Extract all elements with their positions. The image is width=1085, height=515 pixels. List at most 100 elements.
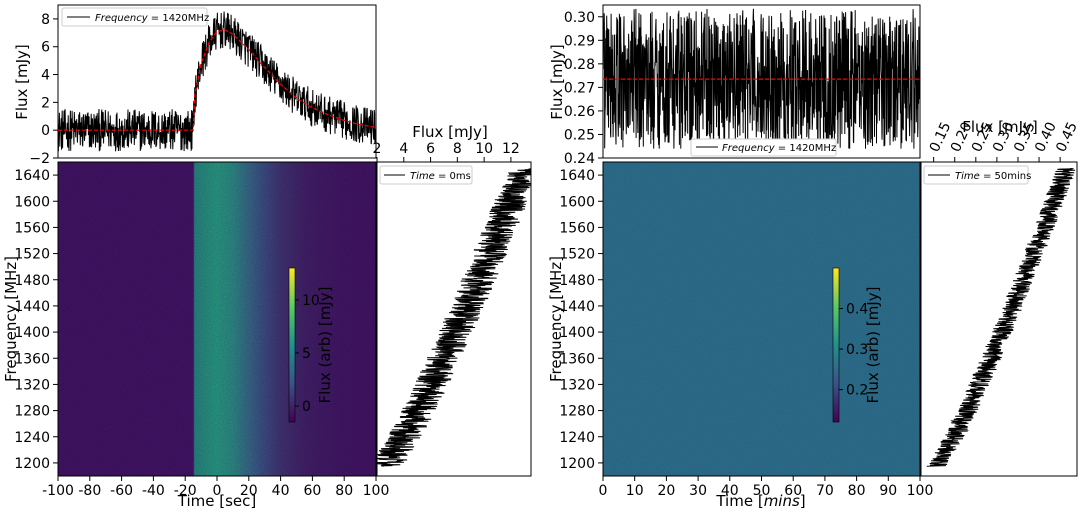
right-top-noisy-series [602, 8, 921, 150]
left-spectrum-xtick-label: 6 [426, 141, 435, 157]
right-heatmap-xtick-label: 100 [907, 483, 934, 499]
right-heatmap-xtick-label: 10 [626, 483, 644, 499]
left-heatmap-ytick-label: 1280 [14, 404, 50, 420]
right-heatmap-xtick-label: 40 [721, 483, 739, 499]
right-heatmap-xtick-label: 90 [879, 483, 897, 499]
right-colorbar-tick-label: 0.3 [846, 342, 868, 358]
right-colorbar-tick-label: 0.4 [846, 302, 868, 318]
right-colorbar: 0.2 0.3 0.4 Flux (arb) [mJy] [832, 267, 882, 423]
right-spectrum-xtick-label: 0.45 [1053, 120, 1081, 155]
left-heatmap-xtick-label: -80 [78, 483, 101, 499]
left-spectrum-legend-var: Time [410, 171, 435, 182]
right-spectrum-legend: Time = 50mins [923, 165, 1031, 185]
right-top-ytick-label: 0.29 [564, 33, 595, 49]
right-top-ytick-label: 0.30 [564, 10, 595, 26]
right-top-ytick-label: 0.28 [564, 57, 595, 73]
left-colorbar-tick-label: 5 [302, 346, 311, 362]
left-colorbar-label: Flux (arb) [mJy] [316, 287, 334, 404]
right-heatmap-ytick-label: 1360 [559, 351, 595, 367]
svg-text:Frequency = 1420MHz: Frequency = 1420MHz [95, 13, 209, 24]
left-spectrum-series [376, 168, 532, 467]
left-heatmap-ytick-label: 1320 [14, 377, 50, 393]
right-heatmap-xtick-label: 30 [689, 483, 707, 499]
right-heatmap-xtick-label: 50 [753, 483, 771, 499]
left-top-panel: −2 0 2 4 6 8 Flux [mJy] Frequency = 1420MHz [13, 4, 377, 167]
left-spectrum-xtick-label: 4 [399, 141, 408, 157]
right-heatmap-xtick-label: 60 [784, 483, 802, 499]
left-heatmap-xtick-label: -40 [142, 483, 165, 499]
svg-text:Time = 50mins: Time = 50mins [955, 171, 1031, 182]
right-heatmap-ytick-label: 1200 [559, 456, 595, 472]
left-top-ytick-label: 4 [41, 68, 50, 84]
left-spectrum-xtick-label: 12 [502, 141, 520, 157]
right-top-ylabel: Flux [mJy] [548, 44, 566, 120]
right-heatmap-ytick-label: 1320 [559, 377, 595, 393]
right-top-ytick-label: 0.26 [564, 104, 595, 120]
right-heatmap-xtick-label: 70 [816, 483, 834, 499]
left-heatmap-ytick-label: 1480 [14, 273, 50, 289]
right-spectrum-xlabel: Flux [mJy] [962, 118, 1038, 136]
right-top-legend: Frequency = 1420MHz [690, 138, 837, 157]
right-heatmap-ytick-label: 1480 [559, 273, 595, 289]
left-top-ytick-label: 2 [41, 95, 50, 111]
right-heatmap-panel: 0 10 20 30 40 50 60 70 80 90 100 1200 1240 1280 1320 1… [547, 161, 934, 510]
left-heatmap-ytick-label: 1360 [14, 351, 50, 367]
svg-text:Time = 0ms: Time = 0ms [410, 171, 471, 182]
left-top-ytick-label: −2 [29, 151, 50, 167]
right-heatmap-xlabel: Time [mins] [715, 492, 805, 510]
left-heatmap-ytick-label: 1400 [14, 325, 50, 341]
right-heatmap-ytick-label: 1400 [559, 325, 595, 341]
left-heatmap-ytick-label: 1600 [14, 194, 50, 210]
right-spectrum-legend-val: = 50mins [980, 171, 1032, 182]
left-heatmap-ytick-label: 1440 [14, 299, 50, 315]
left-heatmap-ytick-label: 1200 [14, 456, 50, 472]
left-heatmap-xtick-label: 100 [363, 483, 390, 499]
left-spectrum-xtick-label: 10 [475, 141, 493, 157]
left-spectrum-legend: Time = 0ms [379, 165, 473, 185]
svg-text:Frequency = 1420MHz: Frequency = 1420MHz [722, 143, 836, 154]
left-top-ylabel: Flux [mJy] [13, 44, 31, 120]
right-top-panel: 0.240.250.260.270.280.290.30 Flux [mJy] … [548, 4, 921, 167]
left-colorbar-tick-label: 0 [302, 399, 311, 415]
right-spectrum-series [926, 168, 1076, 467]
right-heatmap-ytick-label: 1600 [559, 194, 595, 210]
right-spectrum-panel: 0.150.200.250.300.350.400.45 Flux [mJy] … [920, 118, 1081, 477]
left-heatmap-xlabel: Time [sec] [177, 492, 256, 510]
right-heatmap-ytick-label: 1280 [559, 404, 595, 420]
left-heatmap-xtick-label: 80 [335, 483, 353, 499]
right-top-ytick-label: 0.27 [564, 80, 595, 96]
left-top-ytick-label: 8 [41, 12, 50, 28]
left-heatmap-ytick-label: 1520 [14, 247, 50, 263]
left-colorbar: 0 5 10 Flux (arb) [mJy] [288, 267, 334, 423]
left-heatmap-xtick-label: 0 [213, 483, 222, 499]
left-heatmap-ytick-label: 1240 [14, 430, 50, 446]
right-colorbar-tick-label: 0.2 [846, 383, 868, 399]
left-top-legend-var: Frequency [95, 13, 149, 24]
right-heatmap-xlabel-unit: mins [764, 492, 800, 510]
left-spectrum-xlabel: Flux [mJy] [412, 123, 488, 141]
right-heatmap-ytick-label: 1640 [559, 168, 595, 184]
left-top-legend: Frequency = 1420MHz [61, 7, 209, 27]
right-heatmap-xlabel-pre: Time [ [715, 492, 763, 510]
left-heatmap-xtick-label: 40 [272, 483, 290, 499]
left-spectrum-panel: 2 4 6 8 10 12 Flux [mJy] Time = 0ms [373, 123, 532, 477]
left-heatmap-panel: -100 -80 -60 -40 -20 0 20 40 60 80 100 12001240128… [2, 161, 390, 510]
right-heatmap-ytick-label: 1240 [559, 430, 595, 446]
right-heatmap-xtick-label: 0 [599, 483, 608, 499]
right-heatmap-ytick-label: 1440 [559, 299, 595, 315]
left-top-noisy-series [57, 11, 377, 152]
right-top-legend-var: Frequency [722, 143, 776, 154]
left-heatmap-ylabel: Frequency [MHz] [2, 256, 20, 382]
right-spectrum-legend-var: Time [955, 171, 980, 182]
right-top-ytick-label: 0.25 [564, 127, 595, 143]
left-colorbar-tick-label: 10 [302, 293, 320, 309]
left-spectrum-legend-val: = 0ms [435, 171, 471, 182]
right-heatmap-ytick-label: 1560 [559, 220, 595, 236]
right-heatmap-xtick-label: 20 [657, 483, 675, 499]
left-top-ytick-label: 6 [41, 40, 50, 56]
left-spectrum-xtick-label: 8 [453, 141, 462, 157]
left-spectrum-xtick-label: 2 [373, 141, 382, 157]
right-heatmap-ytick-label: 1520 [559, 247, 595, 263]
left-heatmap-xtick-label: -20 [174, 483, 197, 499]
